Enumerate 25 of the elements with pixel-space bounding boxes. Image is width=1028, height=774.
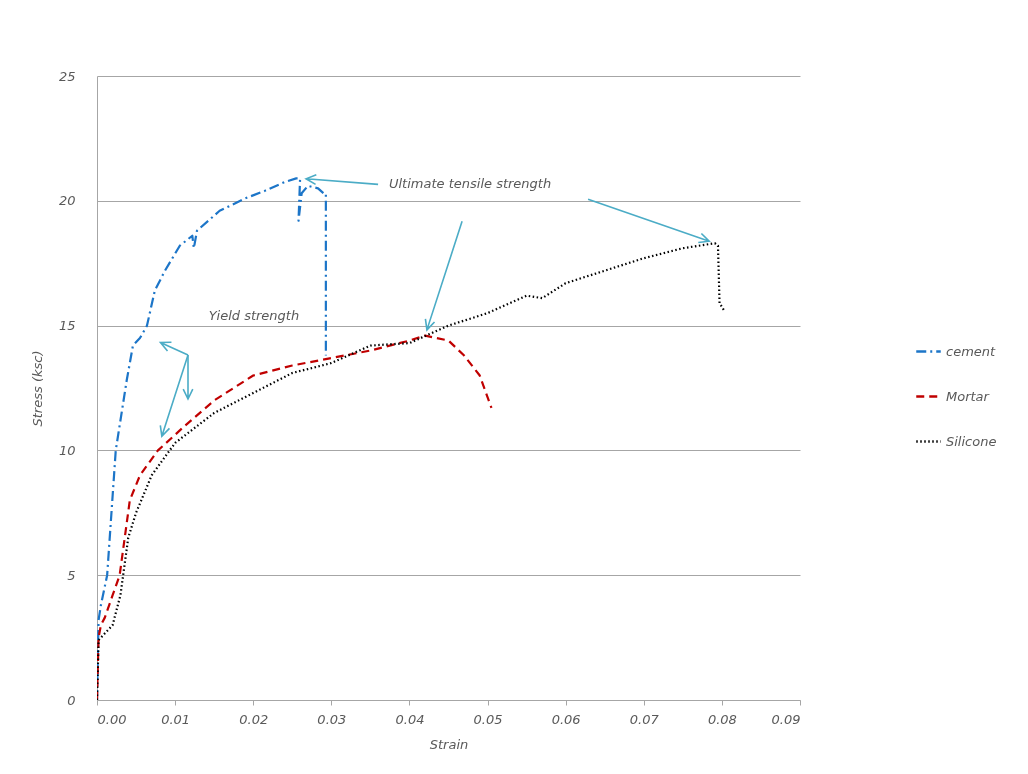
x-tick-label: 0.09: [771, 711, 801, 727]
y-tick-label: 25: [58, 68, 76, 84]
x-tick-label: 0.01: [161, 711, 191, 727]
x-axis-title: Strain: [429, 736, 469, 752]
line-series: [97, 334, 493, 700]
legend-label: Silicone: [946, 433, 997, 449]
x-tick-label: 0.00: [97, 711, 127, 727]
line-series: [97, 242, 726, 700]
y-tick-label: 15: [58, 318, 76, 334]
x-tick-label: 0.02: [239, 711, 269, 727]
y-axis-title: Stress (ksc): [29, 350, 45, 427]
x-tick-label: 0.03: [317, 711, 347, 727]
y-tick-label: 0: [67, 692, 76, 708]
x-tick-label: 0.04: [395, 711, 425, 727]
x-tick-label: 0.07: [629, 711, 660, 727]
legend-label: cement: [946, 343, 997, 359]
x-tick-label: 0.08: [707, 711, 737, 727]
y-tick-label: 5: [67, 567, 76, 583]
annotation: Ultimate tensile strength: [388, 175, 552, 191]
x-tick-label: 0.05: [473, 711, 503, 727]
y-tick-label: 20: [58, 193, 76, 209]
y-tick-label: 10: [58, 442, 76, 458]
legend-label: Mortar: [946, 388, 991, 404]
x-tick-label: 0.06: [551, 711, 581, 727]
annotation: Yield strength: [208, 307, 300, 323]
